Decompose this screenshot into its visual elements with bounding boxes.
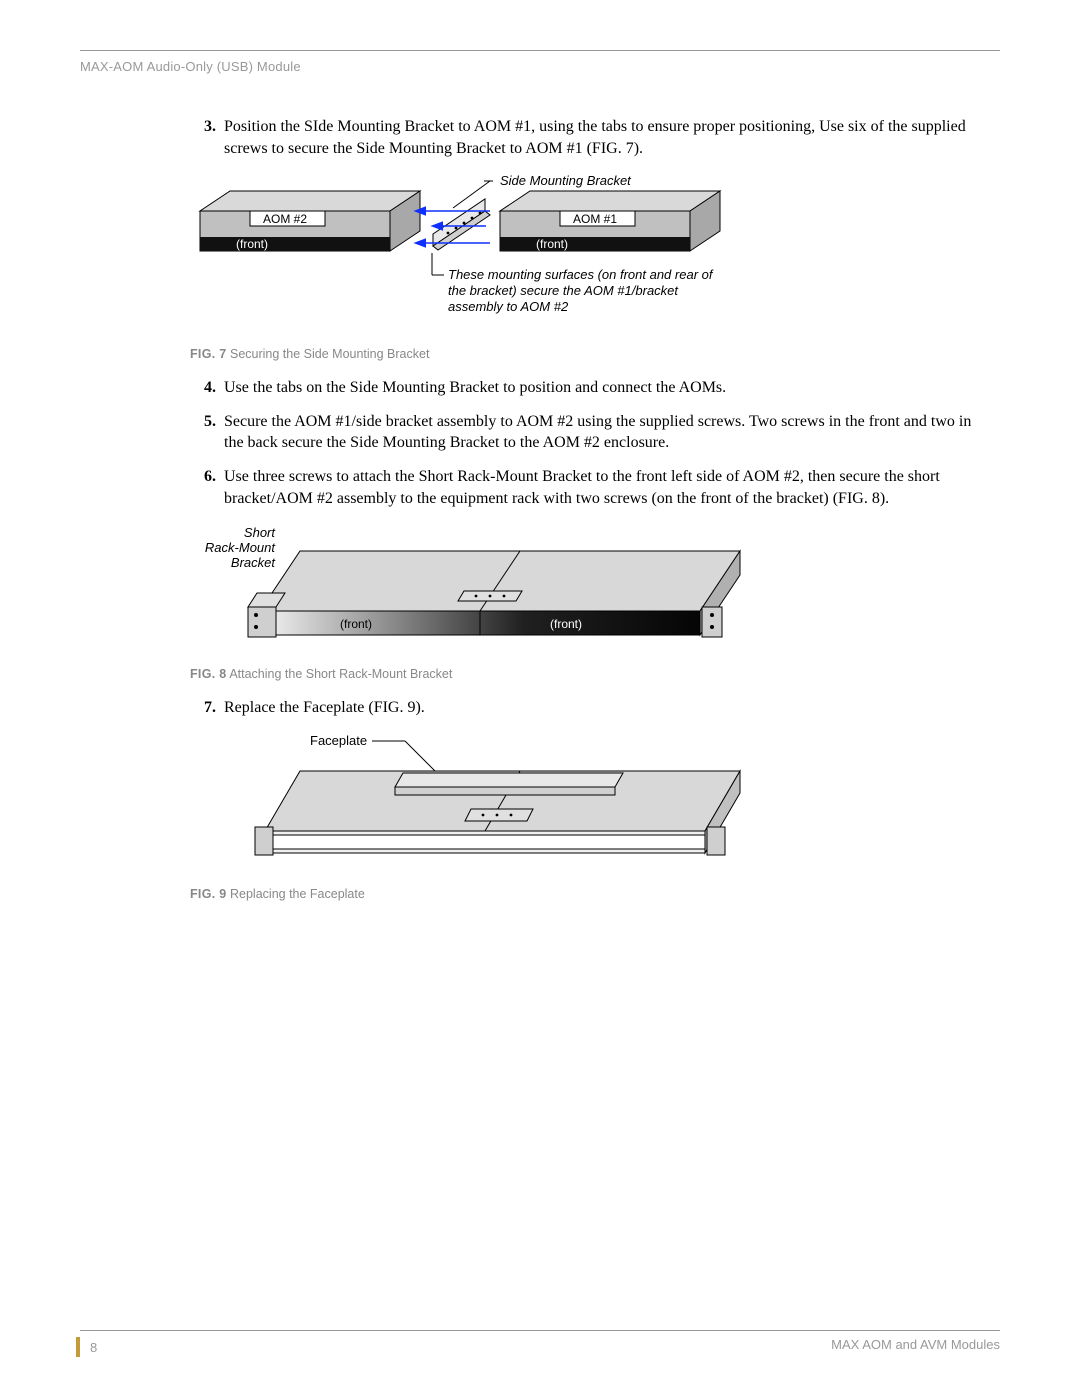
label-short-bracket-l2: Rack-Mount [205,540,276,555]
step-4: 4. Use the tabs on the Side Mounting Bra… [190,377,980,399]
figure-7: Side Mounting Bracket AOM #2 (front) AOM… [190,171,980,341]
page-number: 8 [76,1337,97,1357]
label-side-bracket: Side Mounting Bracket [500,173,632,188]
fig7-caption: FIG. 7 Securing the Side Mounting Bracke… [190,347,980,361]
fig9-cap-rest: Replacing the Faceplate [227,887,365,901]
main-content: 3. Position the SIde Mounting Bracket to… [190,116,980,901]
page-header: MAX-AOM Audio-Only (USB) Module [80,59,1000,74]
page-footer: 8 MAX AOM and AVM Modules [80,1330,1000,1357]
figure-9: Faceplate [245,731,980,881]
step-text: Use three screws to attach the Short Rac… [224,466,980,509]
fig8-cap-rest: Attaching the Short Rack-Mount Bracket [227,667,453,681]
figure-8: Short Rack-Mount Bracket [190,521,980,661]
label-aom2: AOM #2 [263,212,307,226]
step-num: 3. [190,116,216,159]
label-short-bracket-l1: Short [244,525,276,540]
footer-section: MAX AOM and AVM Modules [831,1337,1000,1357]
step-text: Replace the Faceplate (FIG. 9). [224,697,980,719]
fig7-note-l2: the bracket) secure the AOM #1/bracket [448,283,679,298]
label-faceplate: Faceplate [310,733,367,748]
step-7: 7. Replace the Faceplate (FIG. 9). [190,697,980,719]
fig8-cap-bold: FIG. 8 [190,667,227,681]
label-front-r8: (front) [550,617,582,631]
step-num: 7. [190,697,216,719]
step-num: 6. [190,466,216,509]
label-front-r: (front) [536,237,568,251]
step-num: 4. [190,377,216,399]
label-front-l: (front) [236,237,268,251]
fig7-cap-bold: FIG. 7 [190,347,227,361]
fig9-cap-bold: FIG. 9 [190,887,227,901]
step-5: 5. Secure the AOM #1/side bracket assemb… [190,411,980,454]
step-text: Secure the AOM #1/side bracket assembly … [224,411,980,454]
fig7-note-l1: These mounting surfaces (on front and re… [448,267,714,282]
step-num: 5. [190,411,216,454]
label-aom1: AOM #1 [573,212,617,226]
step-3: 3. Position the SIde Mounting Bracket to… [190,116,980,159]
fig7-note-l3: assembly to AOM #2 [448,299,569,314]
label-front-l8: (front) [340,617,372,631]
fig8-caption: FIG. 8 Attaching the Short Rack-Mount Br… [190,667,980,681]
step-6: 6. Use three screws to attach the Short … [190,466,980,509]
label-short-bracket-l3: Bracket [231,555,276,570]
fig9-caption: FIG. 9 Replacing the Faceplate [190,887,980,901]
step-text: Position the SIde Mounting Bracket to AO… [224,116,980,159]
step-text: Use the tabs on the Side Mounting Bracke… [224,377,980,399]
fig7-cap-rest: Securing the Side Mounting Bracket [227,347,430,361]
